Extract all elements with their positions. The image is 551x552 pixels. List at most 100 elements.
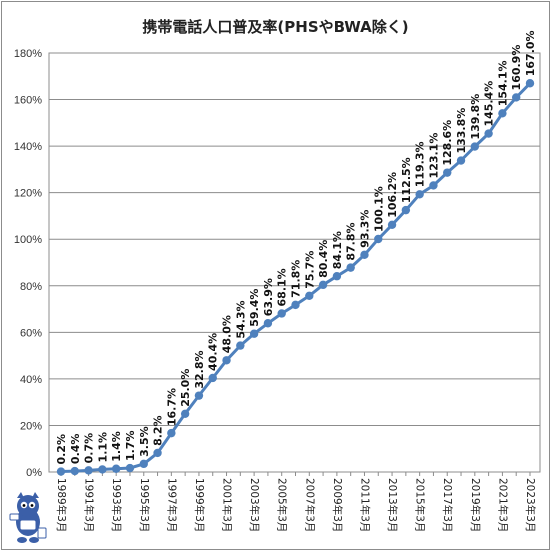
data-point: [153, 448, 162, 458]
y-tick-label: 120%: [14, 188, 42, 200]
data-point: [318, 280, 328, 290]
data-label: 128.6%: [441, 120, 454, 166]
data-label: 40.4%: [207, 333, 220, 371]
y-tick-label: 140%: [14, 141, 42, 153]
data-label: 25.0%: [179, 369, 192, 407]
data-point: [180, 409, 190, 419]
data-point: [208, 373, 217, 383]
y-tick-label: 180%: [14, 48, 42, 60]
chart-title: 携帯電話人口普及率(PHSやBWA除く): [142, 18, 409, 36]
x-tick-label: 2019年3月: [469, 478, 482, 532]
data-point: [98, 465, 107, 474]
data-point: [360, 250, 369, 260]
data-label: 1.1%: [96, 432, 109, 463]
data-label: 167.0%: [524, 30, 537, 76]
data-point: [70, 466, 79, 476]
y-tick-label: 0%: [26, 467, 42, 479]
x-tick-label: 2011年3月: [358, 478, 371, 532]
x-tick-label: 2007年3月: [303, 478, 316, 532]
data-point: [194, 391, 204, 400]
data-label: 32.8%: [193, 350, 206, 388]
data-label: 100.1%: [372, 186, 385, 232]
x-tick-label: 1999年3月: [193, 478, 206, 532]
y-tick-label: 100%: [14, 234, 42, 246]
data-point: [346, 263, 355, 272]
data-point: [277, 309, 286, 318]
data-point: [222, 356, 231, 365]
x-tick-label: 2001年3月: [221, 478, 234, 532]
data-point: [167, 428, 176, 438]
data-label: 63.9%: [262, 278, 275, 316]
data-label: 0.2%: [55, 434, 68, 465]
data-point: [291, 300, 300, 310]
data-point: [498, 109, 507, 118]
data-label: 154.1%: [496, 60, 509, 106]
data-label: 54.3%: [234, 300, 247, 338]
data-point: [111, 464, 121, 473]
data-point: [305, 291, 314, 300]
data-label: 160.9%: [510, 45, 523, 91]
x-tick-label: 2015年3月: [414, 478, 427, 532]
x-tick-label: 2017年3月: [441, 478, 454, 532]
data-label: 145.4%: [483, 81, 496, 127]
data-point: [470, 142, 480, 151]
data-label: 80.4%: [317, 240, 330, 278]
data-label: 1.7%: [124, 431, 137, 462]
y-tick-label: 160%: [14, 95, 42, 107]
data-point: [525, 79, 535, 88]
y-tick-label: 20%: [20, 420, 42, 432]
data-label: 68.1%: [276, 268, 289, 306]
data-label: 112.5%: [400, 157, 413, 203]
data-label: 119.3%: [414, 141, 427, 187]
y-tick-label: 80%: [20, 281, 42, 293]
data-point: [84, 466, 93, 475]
data-label: 3.5%: [138, 426, 151, 457]
data-label: 75.7%: [303, 251, 316, 289]
data-point: [429, 181, 438, 190]
data-point: [401, 205, 411, 215]
x-tick-label: 1991年3月: [83, 478, 96, 532]
data-point: [236, 341, 245, 350]
data-point: [484, 129, 493, 138]
data-label: 48.0%: [221, 315, 234, 353]
data-point: [456, 156, 466, 165]
data-point: [374, 234, 383, 244]
data-point: [332, 272, 342, 281]
x-tick-label: 1989年3月: [55, 478, 68, 532]
data-label: 84.1%: [331, 231, 344, 269]
data-label: 71.8%: [290, 260, 303, 298]
data-label: 16.7%: [165, 388, 178, 426]
x-tick-label: 2013年3月: [386, 478, 399, 532]
data-point: [415, 190, 424, 199]
data-label: 87.8%: [345, 222, 358, 260]
data-label: 8.2%: [152, 415, 165, 446]
data-point: [387, 220, 397, 229]
x-tick-label: 1995年3月: [138, 478, 151, 532]
x-tick-label: 2005年3月: [276, 478, 289, 532]
data-label: 139.8%: [469, 94, 482, 140]
x-tick-label: 1997年3月: [165, 478, 178, 532]
data-point: [443, 168, 452, 177]
data-point: [125, 463, 135, 473]
data-label: 123.1%: [427, 133, 440, 179]
data-label: 1.4%: [110, 431, 123, 462]
data-point: [512, 93, 521, 102]
data-label: 0.7%: [83, 433, 96, 464]
data-label: 106.2%: [386, 172, 399, 218]
x-tick-label: 2021年3月: [496, 478, 509, 532]
mascot-logo: [9, 492, 47, 543]
x-tick-label: 2023年3月: [524, 478, 537, 532]
y-tick-label: 60%: [20, 327, 42, 339]
data-point: [56, 467, 66, 476]
x-tick-label: 2003年3月: [248, 478, 261, 532]
data-label: 59.4%: [248, 289, 261, 327]
x-tick-label: 1993年3月: [110, 478, 123, 532]
x-tick-label: 2009年3月: [331, 478, 344, 532]
data-label: 93.3%: [358, 210, 371, 248]
data-label: 0.4%: [69, 434, 82, 465]
data-point: [249, 329, 259, 338]
y-tick-label: 40%: [20, 374, 42, 386]
data-point: [139, 459, 148, 469]
